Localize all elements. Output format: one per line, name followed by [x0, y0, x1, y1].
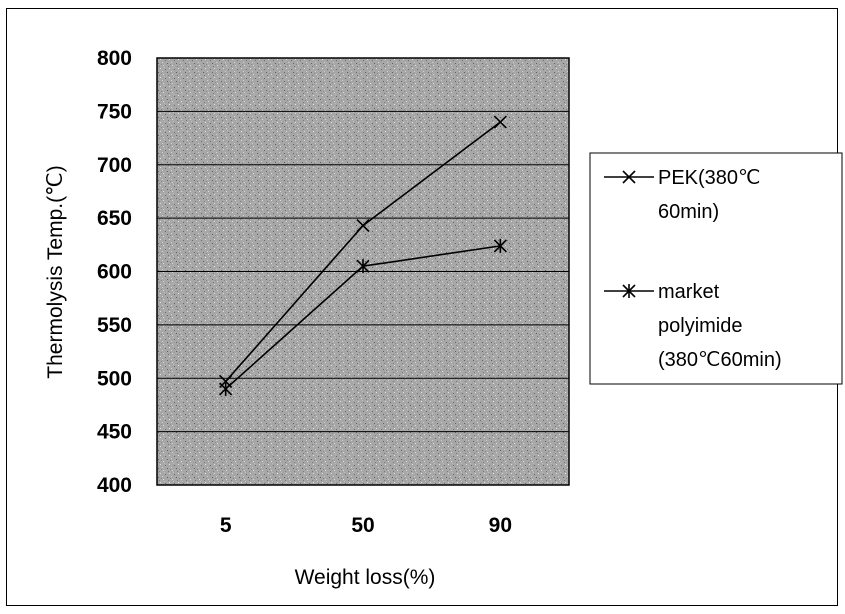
x-tick-label: 50: [351, 514, 374, 537]
x-tick-label: 5: [220, 514, 232, 537]
y-tick-label: 500: [97, 367, 132, 390]
x-marker: [622, 170, 636, 184]
series-layer: [219, 115, 507, 396]
x-tick-label: 90: [489, 514, 512, 537]
legend-item-2: market polyimide (380℃60min): [604, 281, 782, 371]
y-tick-label: 800: [97, 47, 132, 70]
legend-item-1: PEK(380℃ 60min): [604, 167, 761, 223]
y-tick-label: 400: [97, 474, 132, 497]
y-tick-label: 600: [97, 261, 132, 284]
asterisk-marker: [493, 238, 507, 253]
legend-label: market: [658, 281, 720, 303]
y-tick-label: 450: [97, 421, 132, 444]
y-tick-label: 550: [97, 314, 132, 337]
asterisk-marker: [622, 284, 636, 298]
legend-label: (380℃60min): [658, 349, 782, 371]
x-axis-ticks: 5 50 90: [220, 514, 512, 537]
legend-label: PEK(380℃: [658, 167, 761, 189]
legend-box: [589, 152, 843, 385]
x-marker: [493, 115, 507, 129]
x-axis-title: Weight loss(%): [295, 566, 436, 589]
asterisk-marker: [356, 259, 370, 274]
y-tick-label: 650: [97, 207, 132, 230]
asterisk-marker: [219, 381, 233, 396]
legend: PEK(380℃ 60min) market polyimide (380℃60min): [604, 167, 782, 371]
x-marker: [356, 219, 370, 233]
legend-label: polyimide: [658, 315, 742, 337]
y-tick-label: 700: [97, 154, 132, 177]
gridlines: [157, 110, 569, 433]
y-axis-title: Thermolysis Temp.(℃): [44, 165, 67, 378]
y-tick-label: 750: [97, 100, 132, 123]
y-axis-ticks: 400 450 500 550 600 650 700 750 800: [97, 47, 132, 497]
legend-label: 60min): [658, 201, 719, 223]
